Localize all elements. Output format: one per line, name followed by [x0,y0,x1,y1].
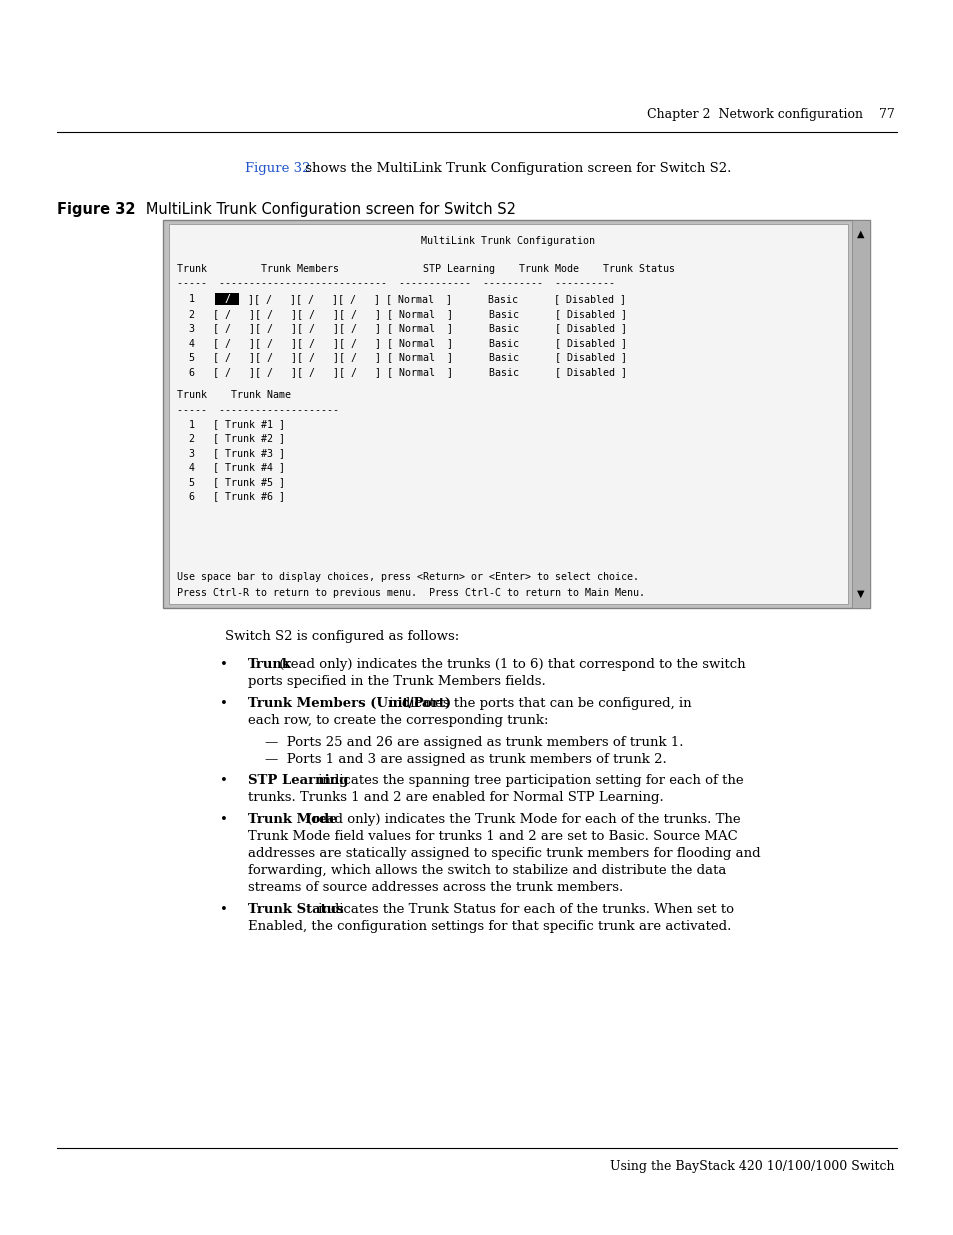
Text: 3   [ /   ][ /   ][ /   ][ /   ] [ Normal  ]      Basic      [ Disabled ]: 3 [ / ][ / ][ / ][ / ] [ Normal ] Basic … [177,324,626,333]
Text: Press Ctrl-R to return to previous menu.  Press Ctrl-C to return to Main Menu.: Press Ctrl-R to return to previous menu.… [177,588,644,598]
Text: 6   [ /   ][ /   ][ /   ][ /   ] [ Normal  ]      Basic      [ Disabled ]: 6 [ / ][ / ][ / ][ / ] [ Normal ] Basic … [177,367,626,377]
Text: shows the MultiLink Trunk Configuration screen for Switch S2.: shows the MultiLink Trunk Configuration … [301,162,731,175]
Text: (read only) indicates the trunks (1 to 6) that correspond to the switch: (read only) indicates the trunks (1 to 6… [275,658,745,671]
Text: ▲: ▲ [857,228,863,240]
Text: •: • [220,813,228,826]
Text: ▼: ▼ [857,589,863,599]
Text: 1: 1 [177,294,213,304]
Text: Figure 32: Figure 32 [57,203,135,217]
Text: 2   [ Trunk #2 ]: 2 [ Trunk #2 ] [177,433,285,443]
Text: Chapter 2  Network configuration    77: Chapter 2 Network configuration 77 [646,107,894,121]
Text: Enabled, the configuration settings for that specific trunk are activated.: Enabled, the configuration settings for … [248,920,731,932]
Text: MultiLink Trunk Configuration: MultiLink Trunk Configuration [421,236,595,246]
Text: addresses are statically assigned to specific trunk members for flooding and: addresses are statically assigned to spe… [248,847,760,860]
Text: Use space bar to display choices, press <Return> or <Enter> to select choice.: Use space bar to display choices, press … [177,572,639,582]
Text: Figure 32: Figure 32 [245,162,310,175]
Bar [169,224,847,604]
Text: 4   [ /   ][ /   ][ /   ][ /   ] [ Normal  ]      Basic      [ Disabled ]: 4 [ / ][ / ][ / ][ / ] [ Normal ] Basic … [177,338,626,348]
Text: —  Ports 1 and 3 are assigned as trunk members of trunk 2.: — Ports 1 and 3 are assigned as trunk me… [265,753,666,766]
Text: Trunk Mode field values for trunks 1 and 2 are set to Basic. Source MAC: Trunk Mode field values for trunks 1 and… [248,830,737,844]
Text: (read only) indicates the Trunk Mode for each of the trunks. The: (read only) indicates the Trunk Mode for… [303,813,740,826]
Text: Switch S2 is configured as follows:: Switch S2 is configured as follows: [225,630,458,643]
Text: indicates the Trunk Status for each of the trunks. When set to: indicates the Trunk Status for each of t… [314,903,733,916]
Bar [163,220,869,608]
Text: 4   [ Trunk #4 ]: 4 [ Trunk #4 ] [177,463,285,473]
Text: Trunk Mode: Trunk Mode [248,813,337,826]
Text: indicates the ports that can be configured, in: indicates the ports that can be configur… [385,697,691,710]
Text: 5   [ /   ][ /   ][ /   ][ /   ] [ Normal  ]      Basic      [ Disabled ]: 5 [ / ][ / ][ / ][ / ] [ Normal ] Basic … [177,352,626,362]
Text: Trunk Members (Unit/Port): Trunk Members (Unit/Port) [248,697,451,710]
Text: Trunk    Trunk Name: Trunk Trunk Name [177,390,291,400]
Text: 5   [ Trunk #5 ]: 5 [ Trunk #5 ] [177,477,285,487]
Text: -----  --------------------: ----- -------------------- [177,405,338,415]
Text: each row, to create the corresponding trunk:: each row, to create the corresponding tr… [248,714,548,727]
Bar [214,294,239,305]
Text: —  Ports 25 and 26 are assigned as trunk members of trunk 1.: — Ports 25 and 26 are assigned as trunk … [265,736,682,748]
Text: MultiLink Trunk Configuration screen for Switch S2: MultiLink Trunk Configuration screen for… [132,203,516,217]
Text: STP Learning: STP Learning [248,774,348,787]
Text: trunks. Trunks 1 and 2 are enabled for Normal STP Learning.: trunks. Trunks 1 and 2 are enabled for N… [248,790,663,804]
Text: -----  ----------------------------  ------------  ----------  ----------: ----- ---------------------------- -----… [177,278,615,289]
Text: Using the BayStack 420 10/100/1000 Switch: Using the BayStack 420 10/100/1000 Switc… [610,1160,894,1173]
Text: •: • [220,658,228,671]
Bar [851,220,869,608]
Text: ][ /   ][ /   ][ /   ] [ Normal  ]      Basic      [ Disabled ]: ][ / ][ / ][ / ] [ Normal ] Basic [ Disa… [242,294,625,304]
Text: streams of source addresses across the trunk members.: streams of source addresses across the t… [248,881,622,894]
Text: indicates the spanning tree participation setting for each of the: indicates the spanning tree participatio… [314,774,742,787]
Text: ports specified in the Trunk Members fields.: ports specified in the Trunk Members fie… [248,676,545,688]
Text: /: / [224,294,230,304]
Text: 2   [ /   ][ /   ][ /   ][ /   ] [ Normal  ]      Basic      [ Disabled ]: 2 [ / ][ / ][ / ][ / ] [ Normal ] Basic … [177,309,626,319]
Text: •: • [220,903,228,916]
Text: 1   [ Trunk #1 ]: 1 [ Trunk #1 ] [177,419,285,429]
Text: forwarding, which allows the switch to stabilize and distribute the data: forwarding, which allows the switch to s… [248,864,725,877]
Text: 6   [ Trunk #6 ]: 6 [ Trunk #6 ] [177,492,285,501]
Text: Trunk: Trunk [248,658,292,671]
Text: 3   [ Trunk #3 ]: 3 [ Trunk #3 ] [177,448,285,458]
Text: •: • [220,774,228,787]
Text: Trunk         Trunk Members              STP Learning    Trunk Mode    Trunk Sta: Trunk Trunk Members STP Learning Trunk M… [177,264,675,274]
Text: •: • [220,697,228,710]
Text: Trunk Status: Trunk Status [248,903,343,916]
